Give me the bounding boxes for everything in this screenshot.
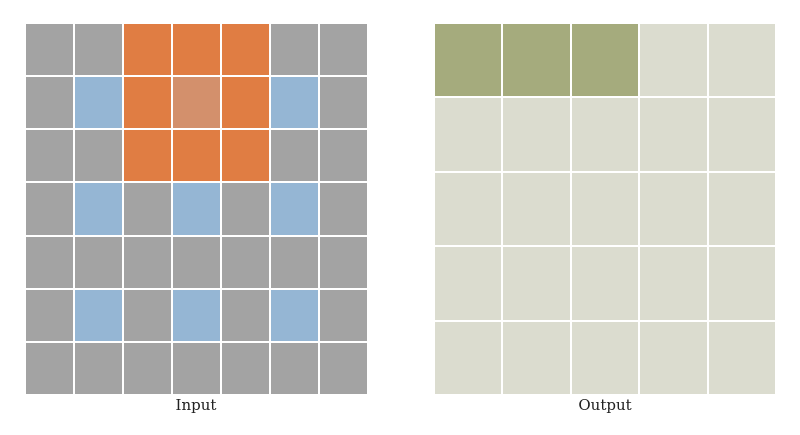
output-cell: [435, 172, 502, 246]
output-cell: [571, 172, 639, 246]
input-cell: [173, 342, 220, 394]
input-cell: [124, 24, 171, 76]
input-cell: [320, 342, 367, 394]
output-cell: [435, 24, 502, 97]
input-cell: [124, 77, 171, 129]
output-cell: [708, 24, 775, 97]
output-cell: [571, 321, 639, 394]
output-cell: [503, 98, 570, 171]
input-cell: [271, 183, 318, 235]
input-cell: [75, 183, 122, 235]
input-cell: [320, 77, 367, 129]
output-cell: [571, 98, 639, 171]
input-cell: [222, 236, 269, 288]
output-cell: [640, 172, 707, 246]
output-cell: [571, 24, 639, 97]
output-cell: [708, 247, 775, 320]
input-cell: [26, 236, 73, 288]
input-cell: [75, 236, 122, 288]
input-cell: [75, 130, 122, 182]
input-caption: Input: [175, 396, 217, 414]
output-grid-panel: [435, 24, 775, 394]
output-cell: [503, 321, 570, 394]
output-cell: [503, 247, 570, 320]
input-cell: [173, 289, 220, 341]
output-cell: [640, 24, 707, 97]
output-caption: Output: [578, 396, 632, 414]
input-cell: [271, 342, 318, 394]
input-cell: [320, 236, 367, 288]
input-cell: [173, 236, 220, 288]
input-cell: [320, 130, 367, 182]
input-cell: [75, 289, 122, 341]
output-cell: [435, 321, 502, 394]
input-cell: [26, 130, 73, 182]
input-cell: [320, 24, 367, 76]
output-cell: [640, 321, 707, 394]
input-cell: [26, 24, 73, 76]
output-cell: [640, 247, 707, 320]
input-cell: [124, 236, 171, 288]
input-cell: [320, 183, 367, 235]
input-cell: [271, 77, 318, 129]
input-cell: [26, 289, 73, 341]
output-cell: [708, 98, 775, 171]
input-cell: [271, 236, 318, 288]
input-cell: [173, 130, 220, 182]
input-cell: [271, 24, 318, 76]
output-cell: [503, 172, 570, 246]
input-cell: [124, 289, 171, 341]
output-cell: [435, 98, 502, 171]
output-cell: [640, 98, 707, 171]
input-cell: [222, 24, 269, 76]
input-cell: [124, 130, 171, 182]
input-cell: [222, 342, 269, 394]
output-cell: [708, 321, 775, 394]
input-cell: [271, 130, 318, 182]
input-cell: [222, 77, 269, 129]
input-cell: [173, 24, 220, 76]
output-cell: [435, 247, 502, 320]
input-cell: [222, 183, 269, 235]
input-cell: [124, 183, 171, 235]
input-cell: [75, 342, 122, 394]
input-cell: [271, 289, 318, 341]
input-grid: [26, 24, 367, 394]
input-grid-panel: [26, 24, 367, 394]
input-cell: [75, 24, 122, 76]
input-cell: [173, 77, 220, 129]
output-cell: [571, 247, 639, 320]
input-cell: [222, 130, 269, 182]
output-cell: [708, 172, 775, 246]
input-cell: [75, 77, 122, 129]
output-grid: [435, 24, 775, 394]
input-cell: [26, 77, 73, 129]
input-cell: [173, 183, 220, 235]
input-cell: [124, 342, 171, 394]
input-cell: [26, 183, 73, 235]
input-cell: [222, 289, 269, 341]
output-cell: [503, 24, 570, 97]
input-cell: [320, 289, 367, 341]
input-cell: [26, 342, 73, 394]
